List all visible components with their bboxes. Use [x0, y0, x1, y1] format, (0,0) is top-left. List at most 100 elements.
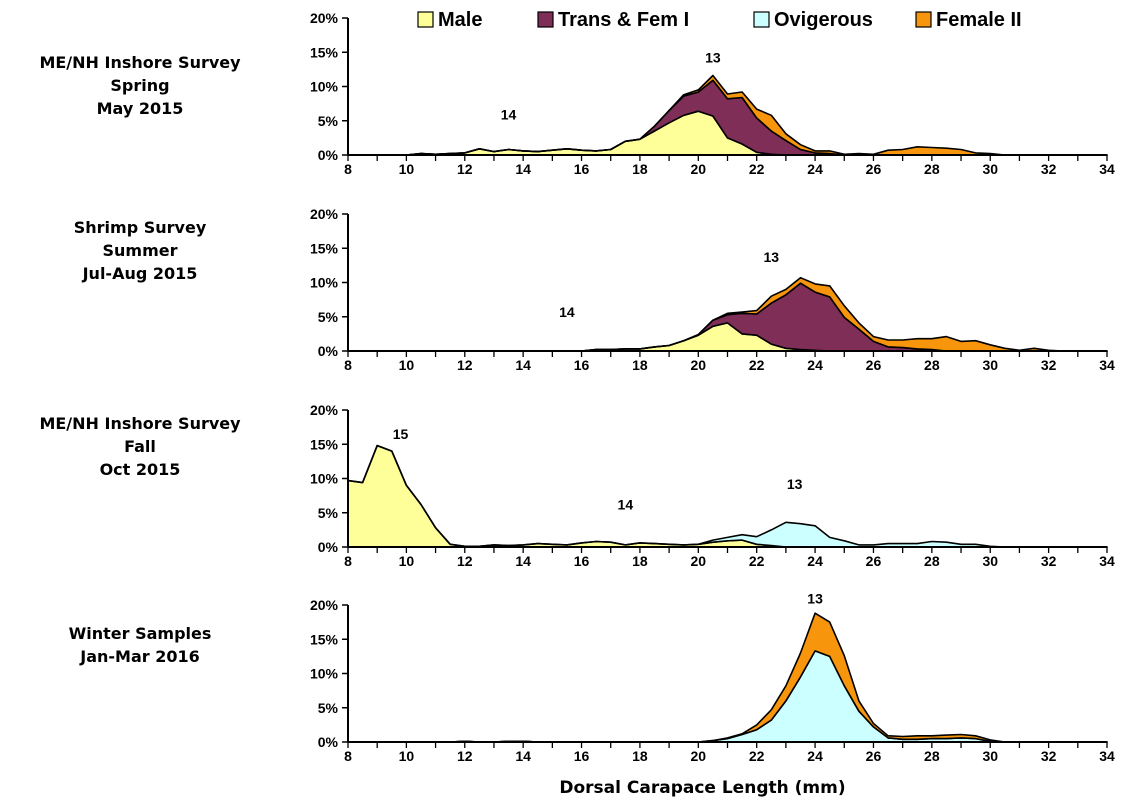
y-tick-label: 10% — [310, 79, 339, 95]
x-tick-label: 20 — [691, 553, 707, 569]
x-tick-label: 32 — [1041, 161, 1057, 177]
x-tick-label: 10 — [399, 161, 415, 177]
x-tick-label: 26 — [866, 161, 882, 177]
cohort-label: 14 — [559, 304, 575, 320]
x-tick-label: 20 — [691, 748, 707, 764]
x-tick-label: 10 — [399, 357, 415, 373]
legend-label: Trans & Fem I — [558, 9, 689, 31]
cohort-label: 13 — [763, 249, 779, 265]
x-tick-label: 12 — [457, 161, 473, 177]
x-tick-label: 20 — [691, 161, 707, 177]
x-tick-label: 30 — [982, 161, 998, 177]
cohort-label: 13 — [787, 476, 803, 492]
area-ovigerous-panel-4 — [347, 650, 1108, 743]
y-tick-label: 15% — [310, 631, 339, 647]
area-female-ii-panel-4 — [347, 612, 1108, 743]
cohort-label: 13 — [705, 50, 721, 66]
x-tick-label: 34 — [1099, 748, 1115, 764]
x-tick-label: 24 — [807, 161, 823, 177]
x-tick-label: 14 — [515, 357, 531, 373]
cohort-label: 14 — [618, 496, 634, 512]
panel-label-panel-2: Jul-Aug 2015 — [82, 264, 198, 283]
area-ovigerous-panel-3 — [347, 444, 1108, 548]
x-tick-label: 12 — [457, 748, 473, 764]
legend-swatch-male — [417, 11, 434, 28]
y-tick-label: 20% — [310, 10, 339, 26]
y-tick-label: 0% — [318, 734, 339, 750]
x-tick-label: 24 — [807, 357, 823, 373]
panel-label-panel-1: ME/NH Inshore Survey — [39, 53, 241, 72]
y-tick-label: 15% — [310, 44, 339, 60]
panel-label-panel-3: Oct 2015 — [100, 460, 181, 479]
panel-label-panel-1: May 2015 — [97, 99, 184, 118]
y-tick-label: 10% — [310, 471, 339, 487]
y-tick-label: 10% — [310, 666, 339, 682]
x-tick-label: 24 — [807, 748, 823, 764]
x-tick-label: 28 — [924, 748, 940, 764]
x-tick-label: 34 — [1099, 161, 1115, 177]
cohort-label: 15 — [393, 426, 409, 442]
x-tick-label: 34 — [1099, 553, 1115, 569]
x-tick-label: 12 — [457, 357, 473, 373]
area-male-panel-3 — [347, 444, 1108, 548]
x-tick-label: 12 — [457, 553, 473, 569]
x-tick-label: 22 — [749, 748, 765, 764]
x-tick-label: 30 — [982, 748, 998, 764]
y-tick-label: 5% — [318, 505, 339, 521]
legend-swatch-ovigerous — [753, 11, 770, 28]
cohort-label: 13 — [807, 591, 823, 607]
x-tick-label: 22 — [749, 161, 765, 177]
cohort-label: 14 — [501, 106, 517, 122]
panel-label-panel-4: Winter Samples — [69, 624, 212, 643]
panel-label-panel-2: Summer — [103, 241, 178, 260]
x-tick-label: 32 — [1041, 553, 1057, 569]
y-tick-label: 10% — [310, 275, 339, 291]
y-tick-label: 20% — [310, 402, 339, 418]
x-tick-label: 16 — [574, 357, 590, 373]
y-tick-label: 5% — [318, 113, 339, 129]
panel-label-panel-1: Spring — [110, 76, 169, 95]
x-tick-label: 30 — [982, 553, 998, 569]
x-tick-label: 8 — [344, 161, 352, 177]
x-tick-label: 16 — [574, 161, 590, 177]
y-tick-label: 0% — [318, 147, 339, 163]
panel-label-panel-3: ME/NH Inshore Survey — [39, 414, 241, 433]
x-tick-label: 18 — [632, 553, 648, 569]
x-tick-label: 32 — [1041, 357, 1057, 373]
x-tick-label: 32 — [1041, 748, 1057, 764]
x-tick-label: 16 — [574, 553, 590, 569]
x-tick-label: 16 — [574, 748, 590, 764]
x-tick-label: 26 — [866, 357, 882, 373]
y-tick-label: 5% — [318, 700, 339, 716]
y-tick-label: 15% — [310, 240, 339, 256]
x-tick-label: 28 — [924, 553, 940, 569]
y-tick-label: 20% — [310, 206, 339, 222]
x-tick-label: 8 — [344, 357, 352, 373]
x-tick-label: 18 — [632, 357, 648, 373]
panel-label-panel-4: Jan-Mar 2016 — [79, 647, 200, 666]
x-tick-label: 10 — [399, 553, 415, 569]
x-tick-label: 14 — [515, 161, 531, 177]
x-tick-label: 14 — [515, 553, 531, 569]
legend-label: Male — [438, 9, 482, 31]
panel-label-panel-3: Fall — [124, 437, 156, 456]
x-tick-label: 24 — [807, 553, 823, 569]
x-tick-label: 28 — [924, 161, 940, 177]
x-tick-label: 26 — [866, 748, 882, 764]
x-tick-label: 30 — [982, 357, 998, 373]
y-tick-label: 20% — [310, 597, 339, 613]
x-tick-label: 10 — [399, 748, 415, 764]
y-tick-label: 5% — [318, 309, 339, 325]
legend-swatch-trans-fem-i — [537, 11, 554, 28]
panel-label-panel-2: Shrimp Survey — [74, 218, 207, 237]
y-tick-label: 0% — [318, 343, 339, 359]
legend-label: Female II — [936, 9, 1022, 31]
x-tick-label: 14 — [515, 748, 531, 764]
x-axis-title: Dorsal Carapace Length (mm) — [559, 778, 845, 798]
x-tick-label: 18 — [632, 748, 648, 764]
x-tick-label: 20 — [691, 357, 707, 373]
x-tick-label: 8 — [344, 748, 352, 764]
x-tick-label: 8 — [344, 553, 352, 569]
x-tick-label: 28 — [924, 357, 940, 373]
